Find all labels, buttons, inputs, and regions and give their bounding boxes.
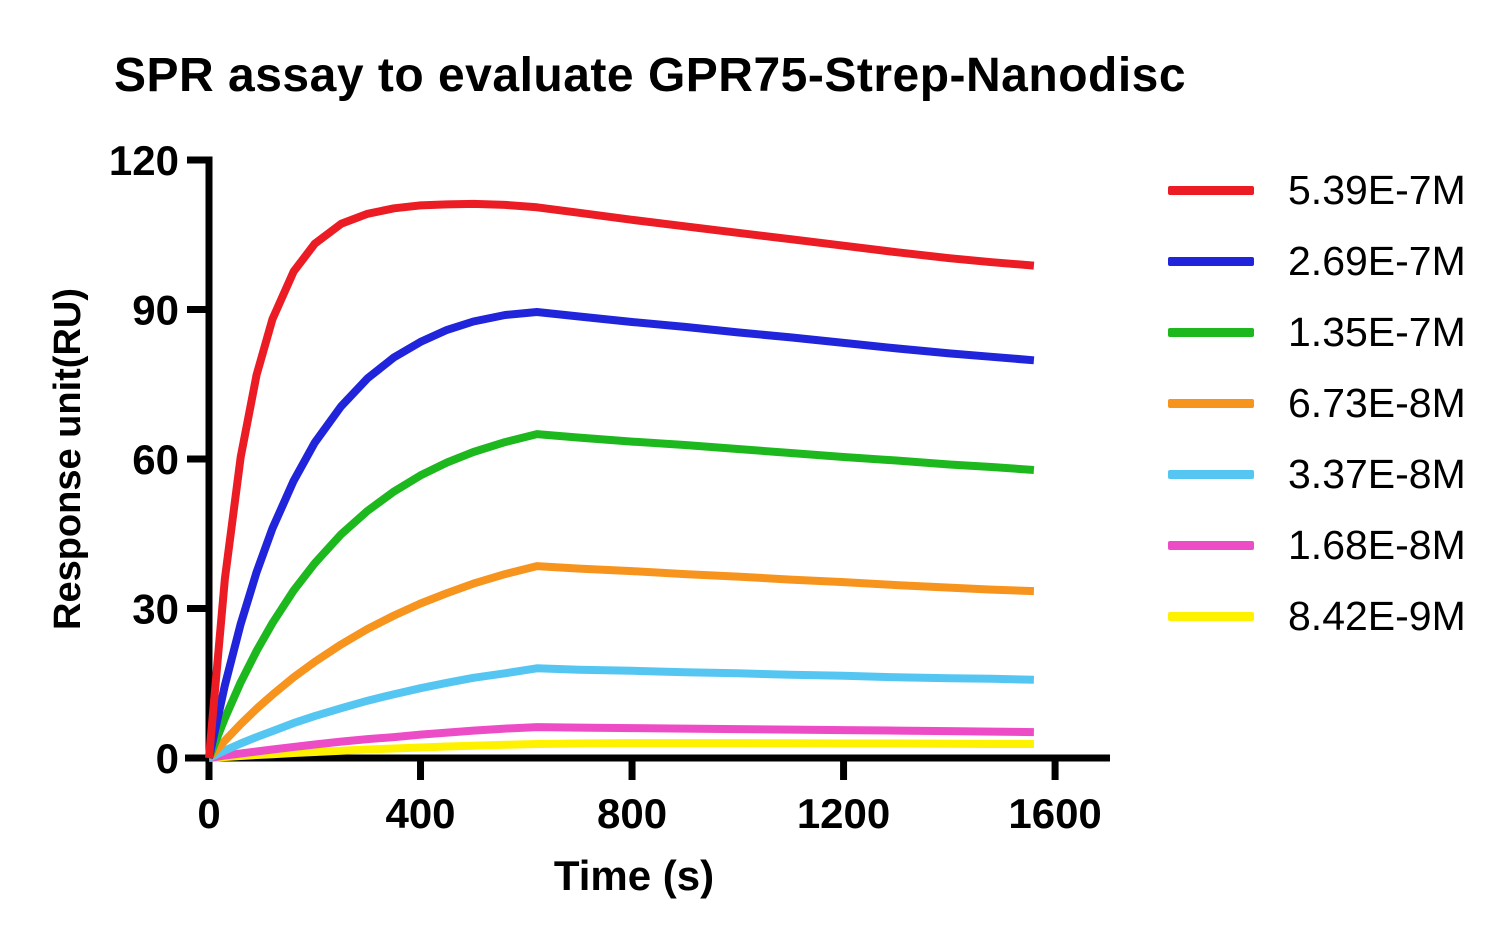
legend-label: 2.69E-7M (1288, 237, 1466, 284)
legend-item: 1.68E-8M (1168, 521, 1466, 569)
legend-item: 2.69E-7M (1168, 237, 1466, 285)
legend-swatch (1168, 185, 1254, 195)
legend-label: 5.39E-7M (1288, 166, 1466, 213)
chart-title: SPR assay to evaluate GPR75-Strep-Nanodi… (114, 49, 1187, 102)
legend-label: 6.73E-8M (1288, 379, 1466, 426)
y-tick-label: 30 (132, 586, 179, 633)
legend-label: 1.35E-7M (1288, 308, 1466, 355)
y-tick-label: 90 (132, 287, 179, 334)
x-axis-title: Time (s) (553, 852, 715, 899)
y-tick-label: 120 (109, 137, 179, 184)
curve-6.73E-8M (206, 562, 1035, 761)
legend-swatch (1168, 398, 1254, 408)
legend-swatch (1168, 469, 1254, 479)
legend-item: 1.35E-7M (1168, 308, 1466, 356)
legend-swatch (1168, 540, 1254, 550)
y-tick-label: 0 (156, 735, 179, 782)
legend-item: 6.73E-8M (1168, 379, 1466, 427)
legend-label: 3.37E-8M (1288, 450, 1466, 497)
x-tick-label: 800 (597, 790, 667, 837)
x-tick-label: 400 (385, 790, 455, 837)
legend-swatch (1168, 256, 1254, 266)
legend-swatch (1168, 611, 1254, 621)
legend: 5.39E-7M 2.69E-7M 1.35E-7M 6.73E-8M 3.37E-8M… (1168, 166, 1466, 640)
legend-label: 8.42E-9M (1288, 592, 1466, 639)
curve-1.68E-8M (208, 723, 1034, 762)
legend-label: 1.68E-8M (1288, 521, 1466, 568)
x-tick-label: 1200 (797, 790, 890, 837)
legend-item: 5.39E-7M (1168, 166, 1466, 214)
curve-2.69E-7M (205, 308, 1035, 759)
curve-1.35E-7M (205, 430, 1035, 760)
curve-3.37E-8M (207, 664, 1034, 762)
legend-swatch (1168, 327, 1254, 337)
x-tick-label: 1600 (1008, 790, 1101, 837)
x-tick-label: 0 (197, 790, 220, 837)
legend-item: 8.42E-9M (1168, 592, 1466, 640)
legend-item: 3.37E-8M (1168, 450, 1466, 498)
y-tick-label: 60 (132, 436, 179, 483)
curve-5.39E-7M (205, 199, 1035, 759)
curve-8.42E-9M (208, 739, 1034, 762)
